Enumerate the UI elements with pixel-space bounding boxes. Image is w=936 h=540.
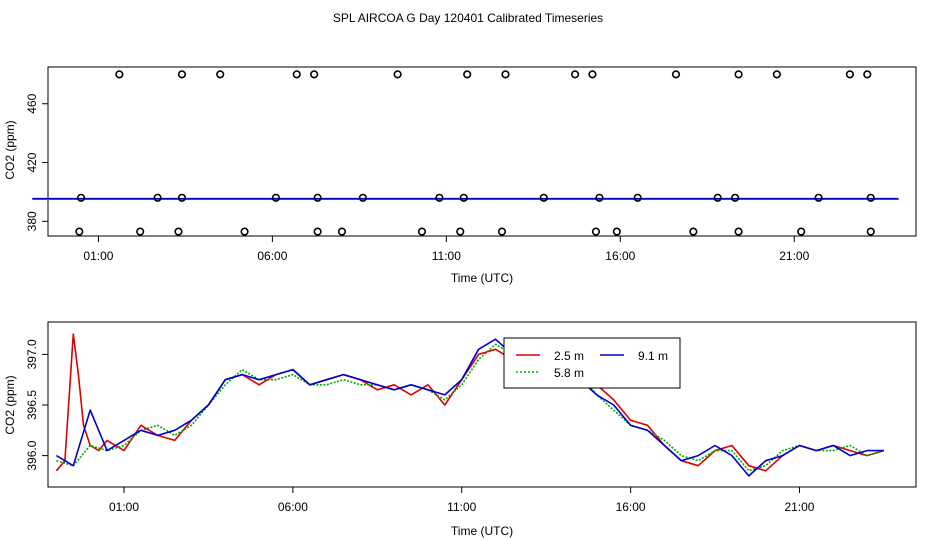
y-tick-label: 380 — [25, 211, 39, 231]
flag-marker — [866, 193, 875, 202]
x-tick-label: 16:00 — [616, 500, 646, 514]
flag-marker — [814, 193, 823, 202]
top-panel: Time (UTC) CO2 (ppm) 01:00 06:00 11:00 16:0… — [3, 66, 917, 285]
flag-marker — [456, 227, 465, 236]
flag-marker — [595, 193, 604, 202]
legend-box — [503, 337, 681, 389]
flag-marker — [136, 227, 145, 236]
flag-marker — [313, 193, 322, 202]
x-tick-label: 21:00 — [784, 500, 814, 514]
flag-marker — [271, 193, 280, 202]
flag-marker — [671, 70, 681, 79]
flag-marker — [75, 227, 84, 236]
top-x-ticks: 01:00 06:00 11:00 16:00 21:00 — [83, 236, 810, 263]
bottom-plot-frame — [47, 321, 917, 488]
flag-marker — [501, 70, 510, 79]
bottom-y-axis-label: CO2 (ppm) — [3, 375, 17, 434]
flag-marker — [866, 227, 875, 236]
flag-marker — [313, 227, 322, 236]
bottom-panel: Time (UTC) CO2 (ppm) 01:00 06:00 11:00 16:0… — [3, 321, 917, 538]
flag-marker — [358, 193, 367, 202]
flag-marker — [292, 70, 301, 79]
flag-marker — [177, 70, 187, 79]
flag-marker — [153, 193, 162, 202]
x-tick-label: 16:00 — [605, 249, 635, 263]
flag-marker — [216, 70, 225, 79]
series-line-9-1-m — [55, 338, 884, 477]
flag-marker — [310, 70, 319, 79]
y-tick-label: 397.0 — [25, 339, 39, 369]
legend-label-5-8m: 5.8 m — [554, 366, 584, 380]
top-series-line — [32, 197, 899, 201]
bottom-y-ticks: 396.0 396.5 397.0 — [25, 339, 48, 471]
bottom-series-lines — [55, 333, 885, 477]
flag-marker — [435, 193, 444, 202]
series-line-2-5-m — [55, 333, 885, 472]
flag-marker — [174, 227, 183, 236]
chart-title: SPL AIRCOA G Day 120401 Calibrated Times… — [333, 11, 603, 25]
flag-marker — [393, 70, 402, 79]
y-tick-label: 460 — [25, 93, 39, 113]
flag-marker — [772, 70, 781, 79]
flag-marker — [730, 193, 740, 202]
flag-marker — [734, 70, 743, 79]
flag-marker — [612, 227, 621, 236]
flag-marker — [497, 227, 507, 236]
flag-marker — [463, 70, 472, 79]
top-x-axis-label: Time (UTC) — [451, 271, 513, 285]
series-line-5-8-m — [56, 343, 885, 472]
y-tick-label: 420 — [25, 152, 39, 172]
legend-label-9-1m: 9.1 m — [638, 349, 668, 363]
x-tick-label: 11:00 — [447, 500, 476, 514]
flag-marker — [417, 227, 427, 236]
flag-marker — [734, 227, 743, 236]
x-tick-label: 06:00 — [278, 500, 308, 514]
flag-marker — [115, 70, 124, 79]
flag-marker — [713, 193, 722, 202]
y-tick-label: 396.5 — [25, 390, 39, 420]
flag-marker — [863, 70, 872, 79]
flag-marker — [177, 193, 187, 202]
bottom-x-axis-label: Time (UTC) — [451, 524, 513, 538]
top-y-axis-label: CO2 (ppm) — [3, 120, 17, 179]
top-y-ticks: 380 420 460 — [25, 93, 48, 231]
x-tick-label: 11:00 — [432, 249, 461, 263]
flag-marker — [633, 193, 642, 202]
top-plot-frame — [47, 66, 917, 237]
y-tick-label: 396.0 — [25, 440, 39, 470]
flag-marker — [570, 70, 580, 79]
x-tick-label: 21:00 — [779, 249, 809, 263]
flag-marker — [689, 227, 698, 236]
legend-label-2-5m: 2.5 m — [554, 349, 584, 363]
flag-marker — [591, 227, 601, 236]
x-tick-label: 01:00 — [83, 249, 113, 263]
flag-marker — [845, 70, 854, 79]
flag-marker — [76, 193, 86, 202]
x-tick-label: 06:00 — [257, 249, 287, 263]
flag-marker — [459, 193, 468, 202]
flag-marker — [240, 227, 249, 236]
flag-marker — [337, 227, 347, 236]
flag-marker — [539, 193, 548, 202]
flag-marker — [588, 70, 597, 79]
x-tick-label: 01:00 — [109, 500, 139, 514]
top-flag-markers — [75, 70, 875, 236]
bottom-x-ticks: 01:00 06:00 11:00 16:00 21:00 — [109, 487, 815, 514]
legend: 2.5 m 9.1 m 5.8 m — [503, 337, 681, 389]
flag-marker — [797, 227, 806, 236]
